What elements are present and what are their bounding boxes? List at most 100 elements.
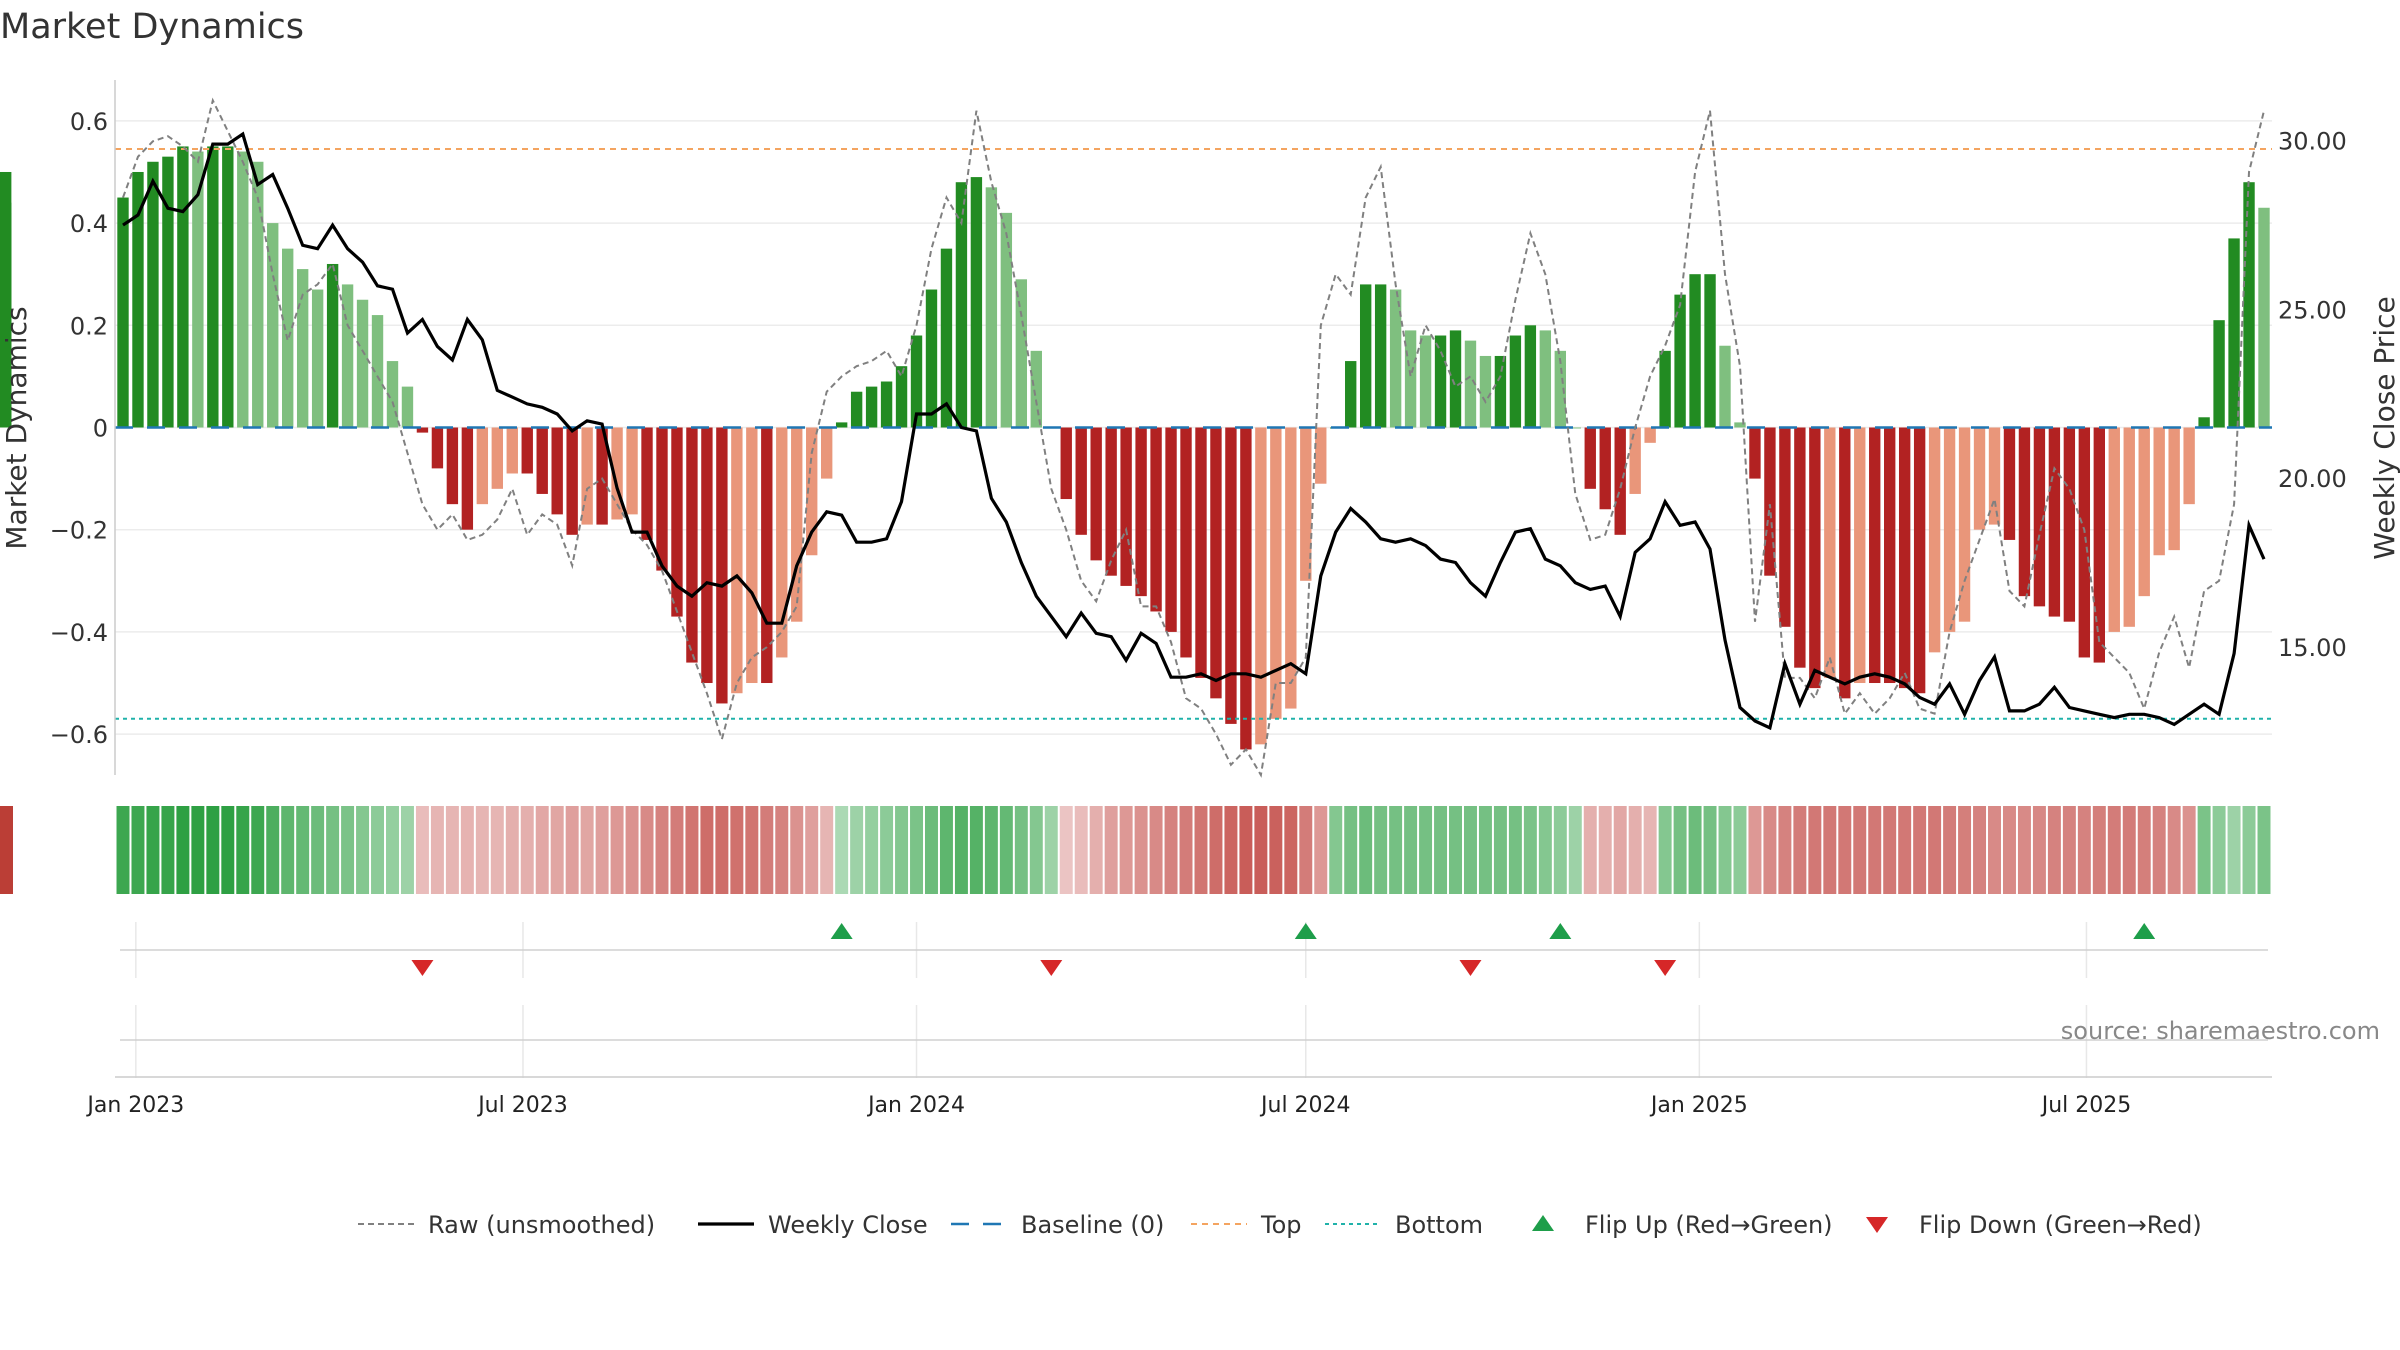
strength-cell (1823, 806, 1837, 894)
momentum-bar (641, 427, 653, 540)
strength-cell (326, 806, 340, 894)
strength-cell (1553, 806, 1567, 894)
strength-cell (2182, 806, 2196, 894)
momentum-bar (581, 427, 593, 525)
momentum-bar (356, 299, 369, 428)
momentum-bar (1539, 330, 1552, 428)
strength-cell (1119, 806, 1133, 894)
strength-cell (1628, 806, 1642, 894)
strength-cell (1284, 806, 1298, 894)
momentum-bar (1255, 427, 1267, 745)
left-tick-label: −0.4 (50, 619, 108, 647)
momentum-bar (1195, 427, 1207, 678)
momentum-bar (1120, 427, 1132, 586)
strength-cell (1149, 806, 1163, 894)
momentum-bar (2243, 182, 2255, 428)
momentum-bar (671, 427, 683, 617)
left-axis-tick-labels: 0.6 0.4 0.2 0 −0.2 −0.4 −0.6 (50, 108, 108, 749)
strength-cell (1493, 806, 1507, 894)
momentum-bar (1988, 427, 2001, 525)
momentum-bar (656, 427, 668, 571)
momentum-bar (1180, 427, 1192, 658)
momentum-bar (2108, 427, 2120, 632)
strength-cell (939, 806, 953, 894)
strength-cell (341, 806, 355, 894)
strength-cell (2047, 806, 2061, 894)
strength-cell (2257, 806, 2271, 894)
strength-cell (1164, 806, 1178, 894)
legend-item-baseline: Baseline (0) (951, 1211, 1164, 1239)
strength-cell (595, 806, 609, 894)
momentum-bar (686, 427, 698, 663)
strength-cell (1988, 806, 2001, 894)
momentum-bar (1584, 427, 1596, 489)
momentum-bar (1674, 294, 1686, 428)
strength-cell (505, 806, 519, 894)
strength-cell (835, 806, 849, 894)
momentum-bar (1958, 427, 1971, 622)
flip-down-marker (1040, 960, 1063, 976)
legend-swatch-flip-up (1532, 1215, 1554, 1231)
strength-cell (954, 806, 968, 894)
momentum-bar (1225, 427, 1237, 724)
strength-cell (1838, 806, 1852, 894)
main-panel: 0.6 0.4 0.2 0 −0.2 −0.4 −0.6 30.00 25.00 20.00 15… (0, 80, 2400, 778)
momentum-bar (1913, 427, 1926, 694)
flip-panel (120, 922, 2268, 978)
strength-cell (131, 806, 145, 894)
strength-cell (999, 806, 1013, 894)
momentum-bar (1090, 427, 1102, 561)
momentum-bar (611, 427, 623, 520)
strength-cell (655, 806, 669, 894)
momentum-bar (147, 161, 159, 428)
momentum-bar (2168, 427, 2180, 551)
momentum-bar (1404, 330, 1417, 428)
momentum-bar (1973, 427, 1986, 530)
strength-cell (176, 806, 190, 894)
momentum-bar (431, 427, 444, 469)
momentum-bar (1869, 427, 1881, 684)
momentum-bar (416, 427, 429, 433)
strength-cell (1808, 806, 1822, 894)
strength-cell (1853, 806, 1867, 894)
strength-cell (191, 806, 205, 894)
strength-cell (236, 806, 250, 894)
strength-cell (580, 806, 594, 894)
momentum-bar (895, 366, 908, 428)
momentum-bar (1644, 427, 1656, 443)
momentum-bar (521, 427, 533, 474)
momentum-bar (1494, 355, 1507, 428)
momentum-bar (1374, 284, 1387, 428)
momentum-bar (506, 427, 518, 474)
momentum-bar (850, 391, 863, 428)
left-tick-label: −0.2 (50, 517, 108, 545)
strength-cell (1478, 806, 1492, 894)
momentum-bars (0, 146, 2270, 750)
legend-item-top: Top (1191, 1211, 1302, 1239)
strength-cell (805, 806, 819, 894)
flip-up-marker (830, 923, 853, 939)
legend: Raw (unsmoothed) Weekly Close Baseline (0)… (358, 1211, 2202, 1239)
momentum-bar (1389, 289, 1402, 428)
momentum-bar (1240, 427, 1252, 750)
strength-cell (1089, 806, 1103, 894)
momentum-bar (1150, 427, 1162, 612)
strength-cell (2077, 806, 2091, 894)
momentum-bar (1599, 427, 1611, 510)
momentum-bar (2078, 427, 2091, 658)
strength-cell (311, 806, 325, 894)
strength-cell (685, 806, 699, 894)
strength-cell (520, 806, 534, 894)
momentum-bar (461, 427, 474, 530)
strength-cell (880, 806, 894, 894)
strength-cell (116, 806, 130, 894)
left-tick-label: 0.4 (70, 210, 108, 238)
legend-label: Top (1260, 1211, 1302, 1239)
flip-up-marker (1549, 923, 1572, 939)
strength-cell (490, 806, 504, 894)
legend-label: Flip Up (Red→Green) (1585, 1211, 1833, 1239)
strength-cell (1898, 806, 1912, 894)
x-tick-label: Jul 2023 (476, 1093, 568, 1118)
strength-cell (1943, 806, 1957, 894)
strength-cell (1658, 806, 1672, 894)
